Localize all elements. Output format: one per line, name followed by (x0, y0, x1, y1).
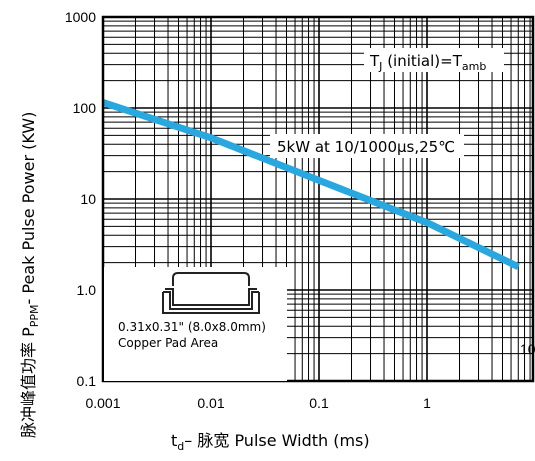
y-tick-label: 100 (73, 100, 97, 116)
x-tick-label: 0.1 (309, 395, 329, 411)
y-tick-label: 10 (80, 191, 96, 207)
y-tick-label: 0.1 (77, 373, 97, 389)
smd-package-icon (162, 272, 260, 314)
x-tick-label: 1 (423, 395, 431, 411)
clipped-tick-label: 10 (520, 341, 535, 357)
series-label: 5kW at 10/1000μs,25℃ (277, 138, 455, 156)
pad-area-label: Copper Pad Area (118, 336, 218, 350)
series-layer (101, 99, 520, 270)
tick-labels: 0.001 0.01 0.1 1 1000 100 10 1.0 0.1 (65, 9, 431, 411)
condition-box (364, 48, 504, 72)
series-line (101, 99, 520, 270)
plot-frame (101, 15, 535, 383)
inset-box (104, 267, 287, 381)
x-tick-label: 0.001 (85, 395, 120, 411)
condition-label: TJ (initial)=Tamb (369, 52, 486, 73)
y-tick-label: 1.0 (77, 282, 97, 298)
x-axis-label: td– 脉宽 Pulse Width (ms) (171, 431, 370, 453)
copper-pad-inset: 0.31x0.31" (8.0x8.0mm) Copper Pad Area (104, 267, 287, 381)
series-label-box (270, 134, 464, 158)
pad-size-label: 0.31x0.31" (8.0x8.0mm) (118, 320, 266, 334)
x-tick-label: 0.01 (197, 395, 224, 411)
y-axis-label: 脉冲峰值功率 PPPM- Peak Pulse Power (KW) (19, 112, 41, 438)
y-tick-label: 1000 (65, 9, 96, 25)
